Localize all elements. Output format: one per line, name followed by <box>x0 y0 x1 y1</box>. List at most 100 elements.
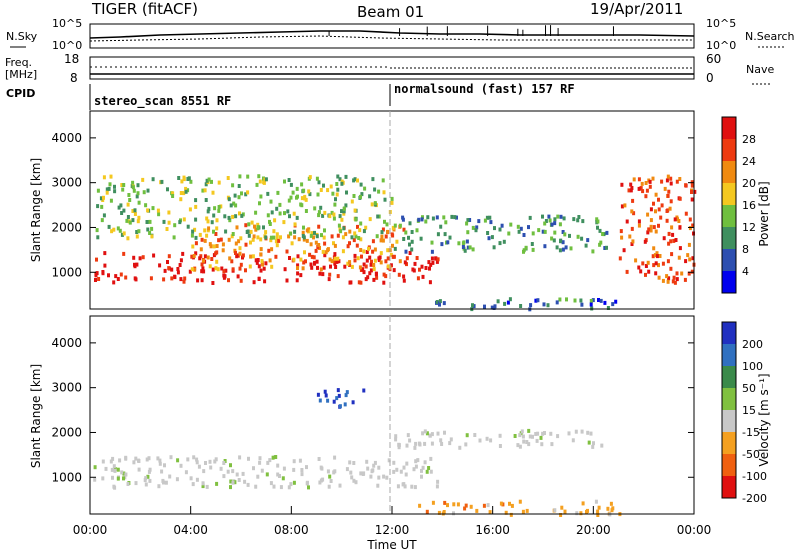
heatmap-cell <box>132 255 136 260</box>
heatmap-cell <box>206 255 210 260</box>
heatmap-cell <box>192 254 196 258</box>
velocity-heatmap-cells <box>93 388 622 517</box>
heatmap-cell <box>640 181 644 186</box>
heatmap-cell <box>336 187 340 192</box>
heatmap-cell <box>183 276 187 281</box>
heatmap-cell <box>686 253 690 258</box>
heatmap-cell <box>364 225 368 230</box>
heatmap-cell <box>209 244 213 249</box>
heatmap-cell <box>435 484 439 489</box>
heatmap-cell <box>365 250 369 254</box>
heatmap-cell <box>135 262 139 267</box>
heatmap-cell <box>262 266 266 271</box>
heatmap-cell <box>662 236 666 241</box>
heatmap-cell <box>562 216 566 221</box>
heatmap-cell <box>655 251 659 256</box>
heatmap-cell <box>238 455 242 460</box>
heatmap-cell <box>384 274 388 279</box>
heatmap-cell <box>170 267 174 272</box>
heatmap-cell <box>620 204 624 209</box>
heatmap-cell <box>147 456 151 461</box>
heatmap-cell <box>580 236 584 241</box>
heatmap-cell <box>571 438 575 443</box>
heatmap-cell <box>262 225 265 230</box>
heatmap-cell <box>386 264 390 269</box>
heatmap-cell <box>359 471 363 476</box>
heatmap-cell <box>221 242 225 247</box>
noise-right-tick-bottom: 10^0 <box>706 39 736 52</box>
heatmap-cell <box>567 431 571 436</box>
heatmap-cell <box>618 256 622 261</box>
heatmap-cell <box>330 234 334 239</box>
heatmap-cell <box>113 189 117 194</box>
heatmap-cell <box>340 181 344 186</box>
heatmap-cell <box>322 183 325 188</box>
heatmap-cell <box>498 241 502 246</box>
heatmap-cell <box>431 216 435 221</box>
freq-label-line1: Freq. <box>5 56 32 69</box>
heatmap-cell <box>230 234 234 239</box>
heatmap-cell <box>328 214 332 219</box>
heatmap-cell <box>319 188 323 192</box>
heatmap-cell <box>403 484 407 489</box>
heatmap-cell <box>683 277 687 282</box>
heatmap-cell <box>657 223 660 228</box>
heatmap-cell <box>326 469 330 474</box>
heatmap-cell <box>217 180 221 185</box>
heatmap-cell <box>104 466 108 471</box>
heatmap-cell <box>302 188 306 193</box>
heatmap-cell <box>601 232 605 236</box>
heatmap-cell <box>667 276 671 281</box>
heatmap-cell <box>171 191 175 196</box>
heatmap-cell <box>375 275 379 280</box>
heatmap-cell <box>517 229 521 234</box>
y-tick-label: 1000 <box>51 265 82 279</box>
heatmap-cell <box>493 226 496 231</box>
heatmap-cell <box>190 254 194 259</box>
heatmap-cell <box>443 232 447 237</box>
heatmap-cell <box>321 213 325 218</box>
heatmap-cell <box>326 398 330 403</box>
heatmap-cell <box>194 217 198 222</box>
heatmap-cell <box>647 269 651 274</box>
heatmap-cell <box>629 182 633 187</box>
colorbar-swatch <box>722 476 736 499</box>
heatmap-cell <box>261 262 264 267</box>
heatmap-cell <box>322 265 326 270</box>
heatmap-cell <box>144 476 148 481</box>
heatmap-cell <box>244 268 247 273</box>
heatmap-cell <box>210 220 214 225</box>
heatmap-cell <box>312 235 315 240</box>
heatmap-cell <box>107 273 110 278</box>
heatmap-cell <box>257 174 261 179</box>
heatmap-cell <box>102 213 106 218</box>
heatmap-cell <box>338 214 342 219</box>
heatmap-cell <box>96 188 100 193</box>
heatmap-cell <box>463 506 467 511</box>
heatmap-cell <box>350 199 354 204</box>
heatmap-cell <box>333 252 337 257</box>
heatmap-cell <box>308 175 312 180</box>
heatmap-cell <box>379 260 383 265</box>
heatmap-cell <box>126 236 130 241</box>
heatmap-cell <box>687 271 691 276</box>
heatmap-cell <box>377 465 381 470</box>
colorbar-swatch <box>722 161 736 184</box>
heatmap-cell <box>386 229 390 234</box>
heatmap-cell <box>269 481 273 486</box>
heatmap-cell <box>194 241 198 246</box>
heatmap-cell <box>191 244 195 249</box>
colorbar-tick-label: 200 <box>742 338 763 351</box>
heatmap-cell <box>507 231 511 236</box>
heatmap-cell <box>298 458 302 463</box>
freq-label-line2: [MHz] <box>5 68 37 81</box>
colorbar-frame <box>721 321 737 499</box>
heatmap-cell <box>528 434 532 439</box>
heatmap-cell <box>666 279 670 284</box>
cpid-row: CPID stereo_scan 8551 RF normalsound (fa… <box>6 82 575 110</box>
heatmap-cell <box>292 211 296 216</box>
heatmap-cell <box>103 263 107 268</box>
heatmap-cell <box>219 204 223 209</box>
heatmap-cell <box>336 233 340 238</box>
heatmap-cell <box>308 192 312 197</box>
